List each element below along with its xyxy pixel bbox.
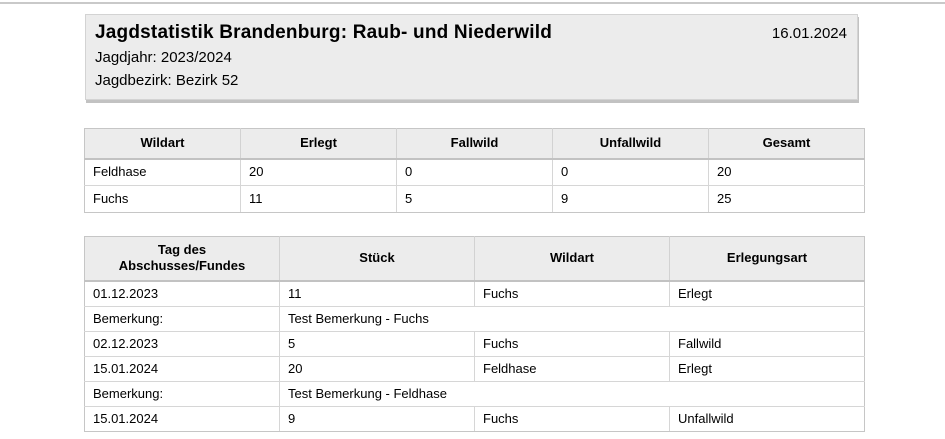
remark-label-cell: Bemerkung: [84, 305, 280, 332]
remark-label-cell: Bemerkung: [84, 380, 280, 407]
remark-text-cell: Test Bemerkung - Fuchs [279, 305, 865, 332]
summary-cell: 0 [552, 158, 709, 186]
page-title: Jagdstatistik Brandenburg: Raub- und Nie… [95, 22, 552, 43]
detail-cell: Unfallwild [669, 405, 865, 432]
report-header-top-row: Jagdstatistik Brandenburg: Raub- und Nie… [95, 20, 847, 46]
detail-cell: 11 [279, 280, 475, 307]
summary-cell: 9 [552, 185, 709, 213]
summary-table-head: Wildart Erlegt Fallwild Unfallwild Gesamt [84, 128, 865, 160]
jagdbezirk-line: Jagdbezirk: Bezirk 52 [95, 72, 239, 89]
report-header-panel: Jagdstatistik Brandenburg: Raub- und Nie… [85, 14, 858, 100]
detail-table: Tag des Abschusses/Fundes Stück Wildart Erl… [84, 236, 865, 432]
detail-cell: 02.12.2023 [84, 330, 280, 357]
summary-table-row: Feldhase 20 0 0 20 [84, 158, 865, 186]
detail-cell: Fallwild [669, 330, 865, 357]
detail-cell: Erlegt [669, 355, 865, 382]
report-date: 16.01.2024 [771, 25, 847, 42]
detail-entry-row: 02.12.2023 5 Fuchs Fallwild [84, 330, 865, 357]
summary-column-header: Gesamt [708, 128, 865, 160]
summary-cell: 0 [396, 158, 553, 186]
detail-cell: 9 [279, 405, 475, 432]
detail-cell: Feldhase [474, 355, 670, 382]
detail-cell: 15.01.2024 [84, 405, 280, 432]
summary-column-header: Fallwild [396, 128, 553, 160]
detail-cell: 01.12.2023 [84, 280, 280, 307]
detail-cell: 20 [279, 355, 475, 382]
detail-cell: 15.01.2024 [84, 355, 280, 382]
detail-column-header: Erlegungsart [669, 236, 865, 282]
summary-table-row: Fuchs 11 5 9 25 [84, 185, 865, 213]
detail-column-header: Stück [279, 236, 475, 282]
summary-cell: Feldhase [84, 158, 241, 186]
jagdjahr-line: Jagdjahr: 2023/2024 [95, 49, 232, 66]
detail-entry-row: 15.01.2024 20 Feldhase Erlegt [84, 355, 865, 382]
detail-column-header: Wildart [474, 236, 670, 282]
summary-table: Wildart Erlegt Fallwild Unfallwild Gesamt Fe… [84, 128, 865, 213]
remark-text-cell: Test Bemerkung - Feldhase [279, 380, 865, 407]
summary-header-row: Wildart Erlegt Fallwild Unfallwild Gesamt [84, 128, 865, 160]
summary-table-body: Feldhase 20 0 0 20 Fuchs 11 5 9 25 [84, 158, 865, 213]
summary-cell: 11 [240, 185, 397, 213]
top-divider [0, 2, 945, 4]
detail-entry-row: 15.01.2024 9 Fuchs Unfallwild [84, 405, 865, 432]
remark-row: Bemerkung: Test Bemerkung - Feldhase [84, 380, 865, 407]
summary-column-header: Erlegt [240, 128, 397, 160]
summary-cell: 5 [396, 185, 553, 213]
summary-cell: 20 [240, 158, 397, 186]
summary-cell: 25 [708, 185, 865, 213]
summary-column-header: Unfallwild [552, 128, 709, 160]
detail-table-body: 01.12.2023 11 Fuchs Erlegt Bemerkung: Test Be… [84, 280, 865, 432]
detail-cell: 5 [279, 330, 475, 357]
summary-cell: 20 [708, 158, 865, 186]
detail-header-row: Tag des Abschusses/Fundes Stück Wildart Erl… [84, 236, 865, 282]
detail-cell: Fuchs [474, 280, 670, 307]
detail-cell: Fuchs [474, 330, 670, 357]
detail-table-head: Tag des Abschusses/Fundes Stück Wildart Erl… [84, 236, 865, 282]
detail-entry-row: 01.12.2023 11 Fuchs Erlegt [84, 280, 865, 307]
summary-column-header: Wildart [84, 128, 241, 160]
summary-cell: Fuchs [84, 185, 241, 213]
detail-column-header: Tag des Abschusses/Fundes [84, 236, 280, 282]
remark-row: Bemerkung: Test Bemerkung - Fuchs [84, 305, 865, 332]
detail-cell: Fuchs [474, 405, 670, 432]
detail-cell: Erlegt [669, 280, 865, 307]
